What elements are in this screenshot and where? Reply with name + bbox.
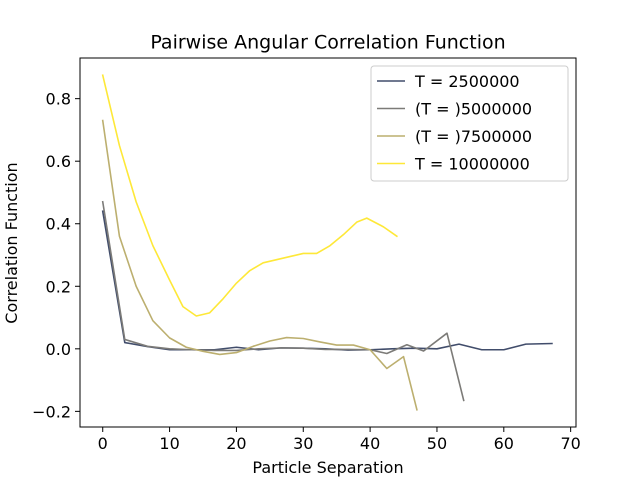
x-tick-label: 20 (226, 434, 246, 453)
x-tick-label: 50 (427, 434, 447, 453)
x-tick-label: 0 (98, 434, 108, 453)
series-line-2 (101, 200, 465, 402)
y-axis-label: Correlation Function (2, 162, 21, 323)
y-tick-label: −0.2 (32, 402, 71, 421)
series-line-4 (101, 74, 398, 317)
legend-label-4: T = 10000000 (414, 155, 530, 174)
x-tick-label: 30 (293, 434, 313, 453)
x-axis-label: Particle Separation (252, 458, 403, 477)
plot-area: 0 10 20 30 40 50 60 70 −0.2 0.0 0.2 0.4 0.6 0.8 (32, 57, 581, 453)
chart-title: Pairwise Angular Correlation Function (150, 32, 505, 54)
axes-frame (79, 57, 577, 428)
x-tick-label: 70 (560, 434, 580, 453)
y-tick-label: 0.8 (46, 90, 71, 109)
y-tick-label: 0.6 (46, 152, 71, 171)
series-line-3 (101, 119, 418, 411)
x-tick-label: 10 (159, 434, 179, 453)
x-tick-label: 60 (494, 434, 514, 453)
legend-label-3: (T = )7500000 (415, 127, 532, 146)
legend-box (370, 65, 569, 182)
y-tick-label: 0.2 (46, 277, 71, 296)
x-tick-label: 40 (360, 434, 380, 453)
y-tick-label: 0.4 (46, 215, 71, 234)
legend: T = 2500000 (T = )5000000 (T = )7500000 T =… (370, 65, 569, 182)
legend-label-2: (T = )5000000 (415, 100, 532, 119)
legend-label-1: T = 2500000 (414, 72, 520, 91)
y-tick-label: 0.0 (46, 340, 71, 359)
